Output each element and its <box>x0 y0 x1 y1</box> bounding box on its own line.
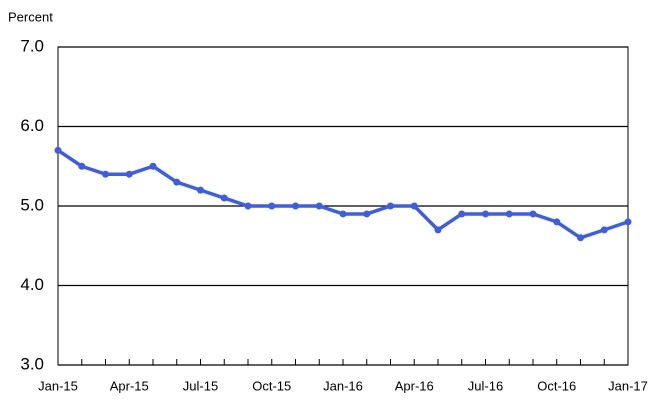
point <box>268 202 276 210</box>
point <box>387 202 394 210</box>
x-tick-label: Apr-15 <box>110 378 149 393</box>
x-tick-label: Jan-16 <box>323 378 363 393</box>
point <box>577 234 584 242</box>
x-tick-label: Apr-16 <box>395 378 434 393</box>
point <box>292 202 299 210</box>
point <box>600 226 608 234</box>
point <box>434 226 442 234</box>
point <box>173 178 181 186</box>
point <box>149 162 157 170</box>
y-tick-label: 3.0 <box>20 354 44 373</box>
point <box>363 210 371 218</box>
point <box>505 210 513 218</box>
point <box>125 170 133 178</box>
x-tick-label: Jul-16 <box>468 378 503 393</box>
point <box>315 202 323 210</box>
y-tick-label: 5.0 <box>20 195 44 214</box>
point <box>482 210 489 218</box>
point <box>54 146 62 154</box>
x-tick-label: Jan-17 <box>608 378 648 393</box>
x-tick-label: Oct-15 <box>252 378 291 393</box>
y-tick-label: 6.0 <box>20 116 44 135</box>
point <box>220 194 228 202</box>
point <box>553 218 561 226</box>
point <box>244 202 252 210</box>
point <box>339 210 347 218</box>
y-axis-label: Percent <box>8 9 53 24</box>
point <box>197 186 204 194</box>
line <box>57 148 629 240</box>
x-tick-label: Oct-16 <box>537 378 576 393</box>
point <box>102 170 109 178</box>
y-tick-label: 4.0 <box>20 275 44 294</box>
x-tick-label: Jul-15 <box>183 378 218 393</box>
y-tick-label: 7.0 <box>20 36 44 55</box>
point <box>624 218 632 226</box>
point <box>529 210 537 218</box>
point <box>410 202 418 210</box>
point <box>458 210 466 218</box>
x-tick-label: Jan-15 <box>38 378 78 393</box>
point <box>78 162 86 170</box>
